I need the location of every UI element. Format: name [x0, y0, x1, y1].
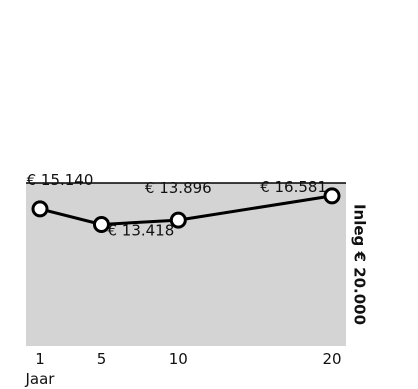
data-point-10: [169, 211, 187, 229]
plot-area: [26, 183, 346, 346]
value-label-20: € 16.581: [260, 178, 327, 196]
data-labels: € 15.140 € 13.418 € 13.896 € 16.581: [27, 171, 327, 240]
deposit-label: Inleg € 20.000: [351, 204, 369, 325]
series-line: [39, 194, 333, 226]
value-label-10: € 13.896: [145, 179, 212, 197]
series-line-group: [31, 187, 341, 233]
x-tick-labels: 1 5 10 20: [35, 350, 341, 368]
value-label-5: € 13.418: [107, 221, 174, 239]
data-point-20: [323, 187, 341, 205]
x-axis-label: Jaar: [25, 370, 56, 388]
data-point-1: [31, 200, 49, 218]
x-tick-1: 1: [35, 350, 45, 368]
x-tick-5: 5: [97, 350, 107, 368]
x-tick-20: 20: [322, 350, 341, 368]
data-point-5: [92, 215, 110, 233]
value-label-1: € 15.140: [27, 171, 94, 189]
x-tick-10: 10: [169, 350, 188, 368]
